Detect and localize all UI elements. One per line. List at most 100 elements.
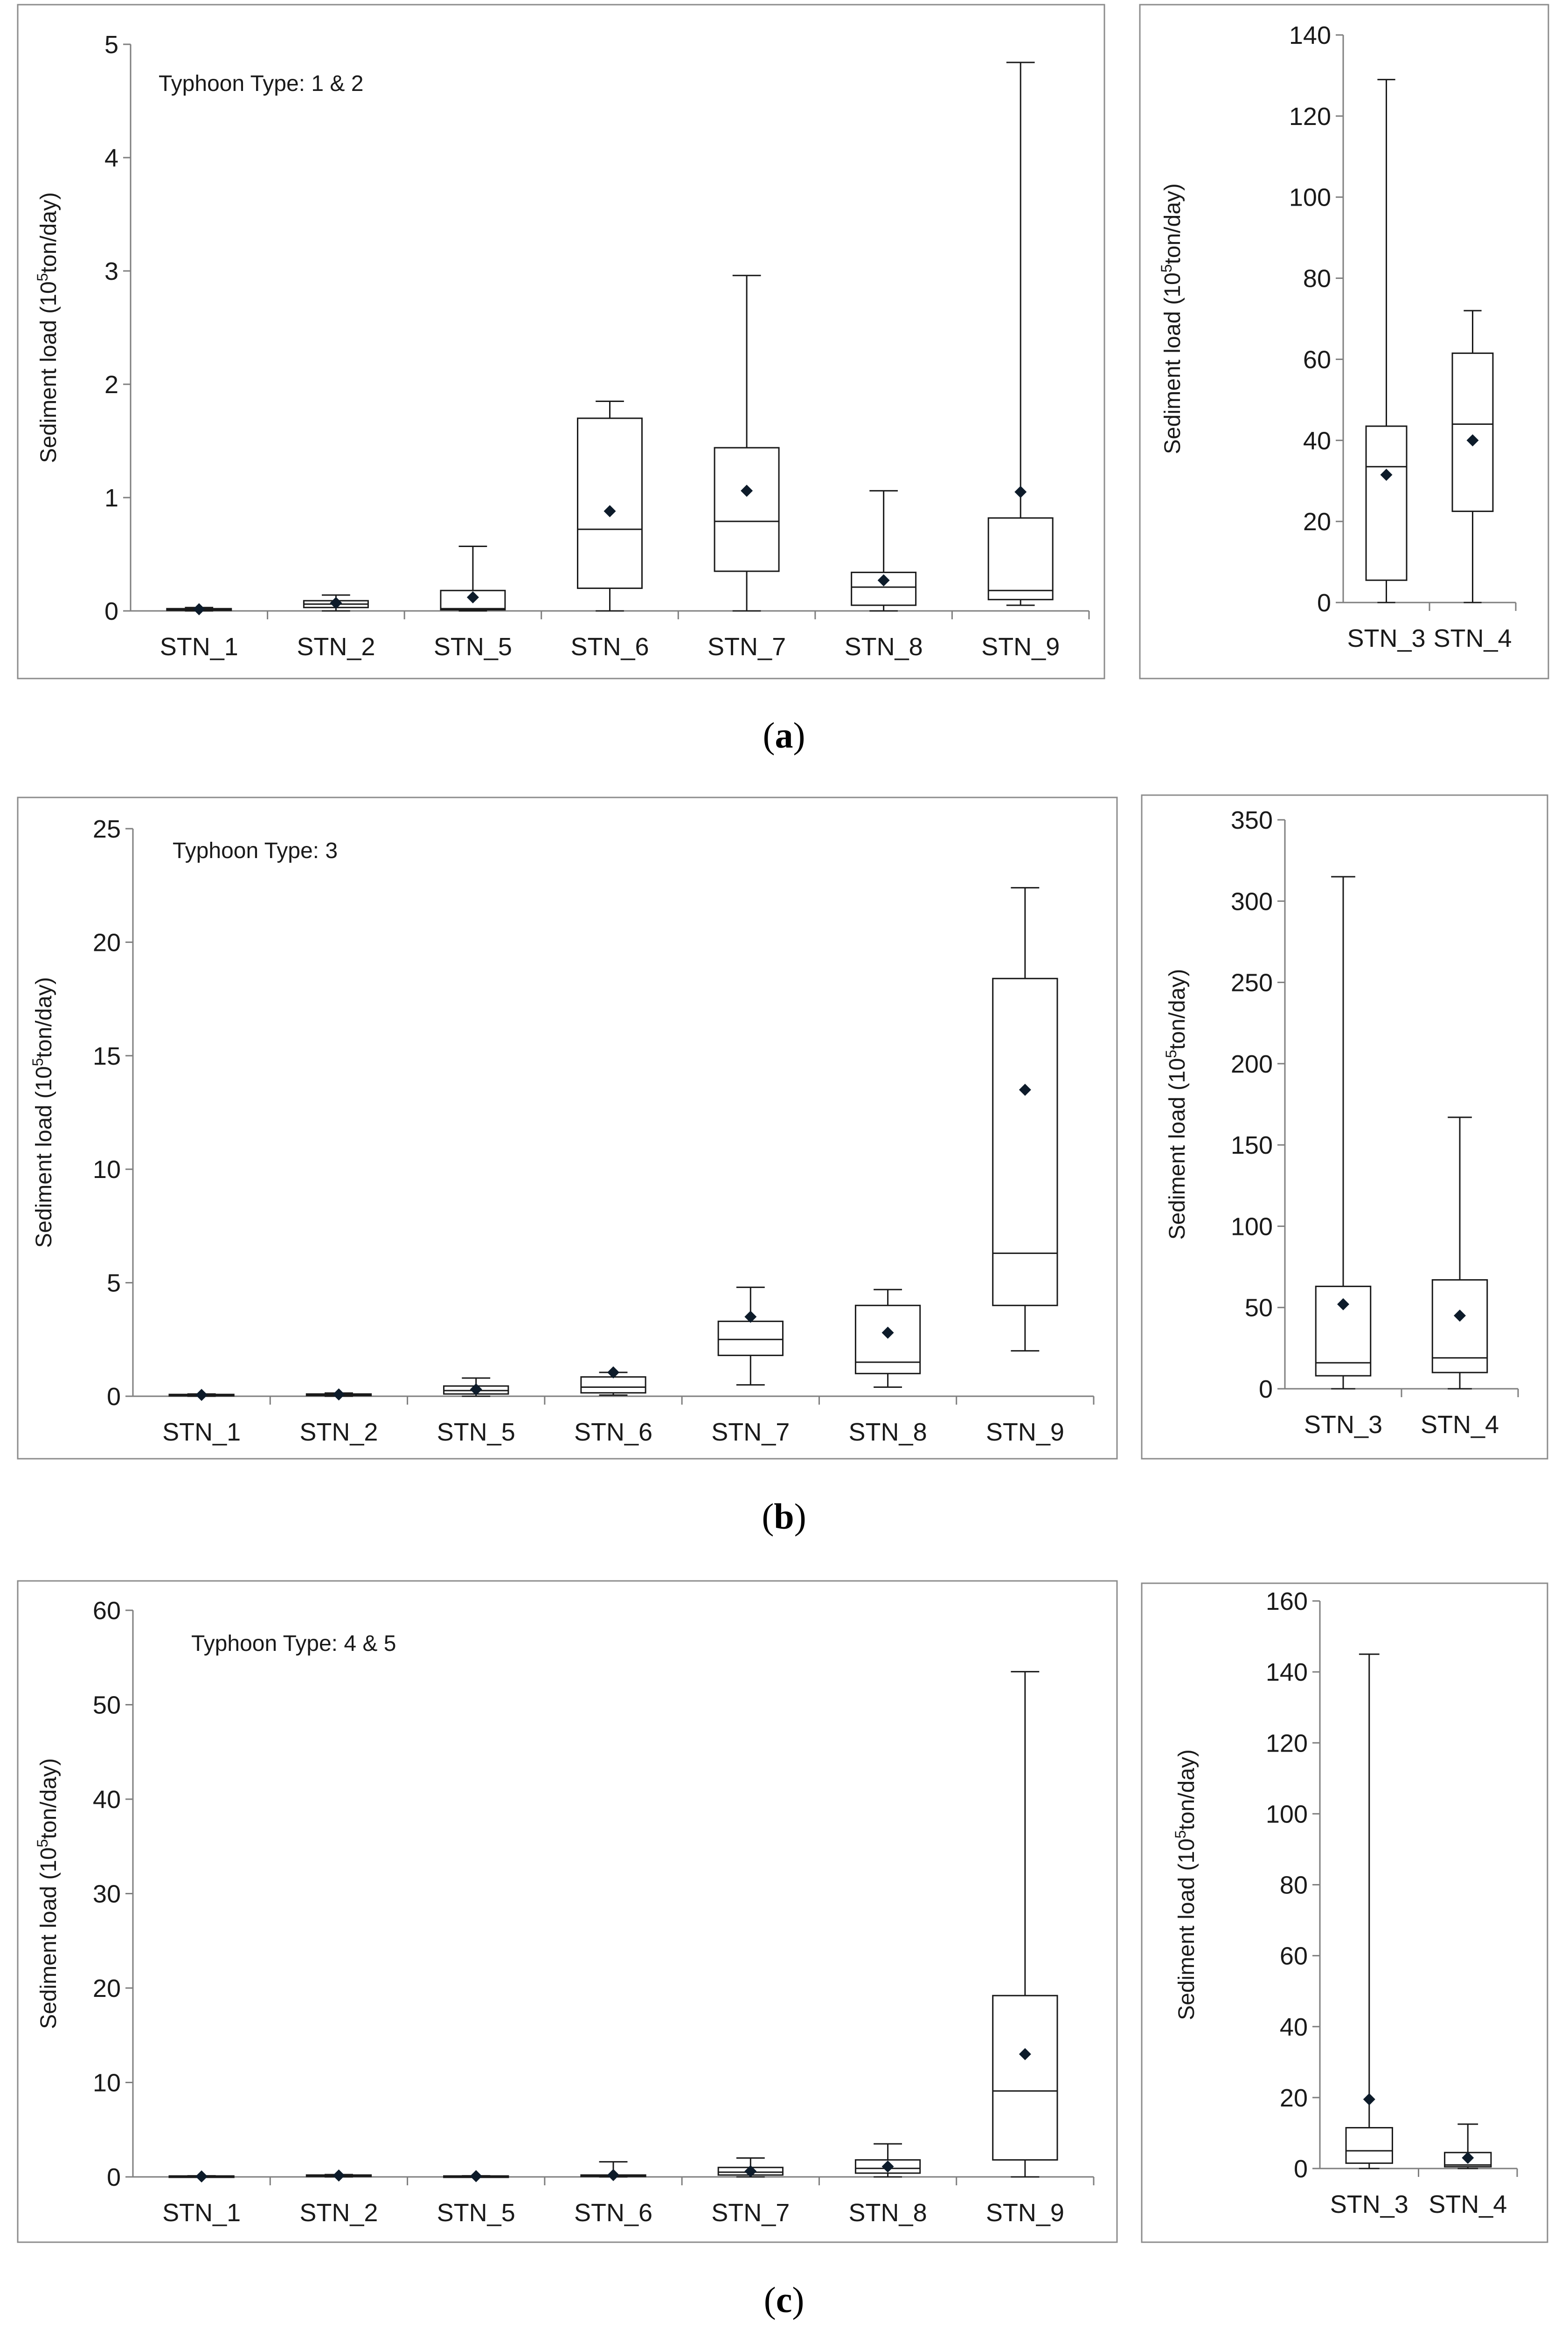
- y-tick-label: 100: [1266, 1800, 1308, 1828]
- mean-marker: [741, 485, 753, 497]
- boxplot-stn_9: [992, 1671, 1058, 2178]
- y-tick-label: 60: [1280, 1942, 1308, 1970]
- iqr-box: [714, 447, 780, 572]
- y-axis-title-text: Sediment load (10: [36, 1847, 61, 2029]
- caption-letter: c: [776, 2280, 792, 2320]
- boxplot-stn_8: [851, 490, 917, 612]
- x-tick-label: STN_6: [574, 2199, 652, 2227]
- x-tick-label: STN_6: [574, 1418, 652, 1446]
- boxplot-stn_1: [168, 2170, 235, 2182]
- x-tick-label: STN_9: [981, 633, 1060, 661]
- iqr-box: [1365, 425, 1408, 581]
- y-axis-title-text: Sediment load (10: [1160, 272, 1185, 454]
- chart-annotation: Typhoon Type: 4 & 5: [191, 1631, 396, 1656]
- y-tick-label: 350: [1231, 806, 1273, 834]
- mean-marker: [195, 1389, 208, 1401]
- y-tick-label: 3: [104, 257, 118, 285]
- y-tick-label: 120: [1266, 1729, 1308, 1757]
- caption-paren-open: (: [763, 715, 775, 755]
- x-tick-label: STN_1: [162, 2199, 241, 2227]
- mean-marker: [877, 574, 890, 587]
- y-tick-label: 60: [1303, 346, 1331, 374]
- y-axis-title-sup: 5: [1172, 1830, 1189, 1839]
- y-tick-label: 0: [107, 2163, 121, 2191]
- boxplot-stn_2: [305, 2169, 372, 2182]
- y-tick-label: 140: [1289, 21, 1331, 49]
- boxplot-stn_1: [168, 1389, 235, 1401]
- y-tick-label: 120: [1289, 103, 1331, 131]
- mean-marker: [470, 1383, 482, 1396]
- x-tick-label: STN_7: [708, 633, 786, 661]
- chart-frame: [1141, 1582, 1548, 2243]
- y-axis-title-text: Sediment load (10: [32, 1066, 56, 1248]
- iqr-box: [992, 977, 1058, 1306]
- chart-frame: [1139, 4, 1549, 679]
- x-tick-label: STN_8: [849, 2199, 927, 2227]
- mean-marker: [333, 2169, 345, 2182]
- boxplot-stn_9: [987, 62, 1054, 606]
- mean-marker: [1014, 485, 1027, 498]
- y-axis-title-sup: 5: [1158, 264, 1175, 273]
- chart-frame: [17, 4, 1105, 679]
- iqr-box: [1451, 352, 1494, 512]
- y-tick-label: 0: [1317, 589, 1331, 617]
- iqr-box: [854, 1304, 921, 1374]
- y-tick-label: 40: [1303, 427, 1331, 455]
- mean-marker: [881, 2160, 894, 2173]
- y-tick-label: 20: [1303, 508, 1331, 536]
- y-tick-label: 300: [1231, 887, 1273, 915]
- y-tick-label: 60: [93, 1597, 121, 1625]
- boxplot-stn_2: [303, 594, 369, 612]
- x-tick-label: STN_2: [297, 633, 375, 661]
- iqr-box: [717, 1320, 784, 1356]
- chart-annotation: Typhoon Type: 1 & 2: [159, 71, 363, 96]
- x-tick-label: STN_4: [1433, 624, 1512, 652]
- chart-b-main: 0 5 10 15 20 25 STN_1 STN_2 STN_5 STN_6 STN_7 STN_8…: [17, 797, 1118, 1460]
- boxplot-stn_4: [1431, 1116, 1488, 1390]
- y-tick-label: 100: [1289, 184, 1331, 212]
- mean-marker: [333, 1388, 345, 1401]
- y-axis-title: Sediment load (105ton/day): [1163, 969, 1190, 1240]
- y-tick-label: 5: [104, 31, 118, 59]
- y-axis-title-unit: ton/day): [1174, 1749, 1199, 1830]
- y-tick-label: 25: [93, 815, 121, 843]
- y-axis-title-sup: 5: [29, 1058, 46, 1067]
- y-tick-label: 0: [104, 597, 118, 625]
- y-tick-label: 200: [1231, 1050, 1273, 1078]
- boxplot-stn_8: [854, 2143, 921, 2178]
- mean-marker: [881, 1326, 894, 1339]
- x-tick-label: STN_1: [160, 633, 238, 661]
- mean-marker: [1337, 1298, 1349, 1310]
- panel-caption: (c): [0, 2279, 1568, 2321]
- mean-marker: [1466, 434, 1479, 447]
- mean-marker: [1363, 2093, 1375, 2106]
- x-tick-label: STN_4: [1421, 1411, 1499, 1439]
- y-tick-label: 50: [1245, 1294, 1273, 1322]
- x-tick-label: STN_3: [1304, 1411, 1382, 1439]
- x-tick-label: STN_2: [299, 1418, 378, 1446]
- y-tick-label: 100: [1231, 1212, 1273, 1240]
- y-tick-label: 20: [93, 928, 121, 956]
- y-tick-label: 10: [93, 2069, 121, 2097]
- panel-caption: (a): [0, 714, 1568, 756]
- mean-marker: [607, 1366, 619, 1379]
- y-tick-label: 0: [107, 1383, 121, 1411]
- y-tick-label: 50: [93, 1691, 121, 1719]
- caption-letter: a: [775, 715, 793, 755]
- boxplot-stn_7: [717, 1286, 784, 1386]
- mean-marker: [1019, 1083, 1031, 1096]
- chart-frame: [17, 797, 1118, 1460]
- caption-paren-open: (: [762, 1496, 774, 1537]
- y-axis-title-text: Sediment load (10: [36, 281, 61, 463]
- y-tick-label: 140: [1266, 1658, 1308, 1686]
- chart-c-side: 0 20 40 60 80 100 120 140 160 STN_3 STN_4 Sediment …: [1141, 1582, 1548, 2243]
- boxplot-stn_5: [443, 2170, 509, 2182]
- boxplot-stn_3: [1365, 79, 1408, 603]
- mean-marker: [195, 2170, 208, 2182]
- y-axis-title-text: Sediment load (10: [1165, 1058, 1190, 1240]
- chart-frame: [1141, 794, 1548, 1460]
- x-tick-label: STN_9: [986, 1418, 1064, 1446]
- y-tick-label: 5: [107, 1269, 121, 1297]
- mean-marker: [330, 596, 342, 609]
- boxplot-stn_6: [580, 1366, 646, 1396]
